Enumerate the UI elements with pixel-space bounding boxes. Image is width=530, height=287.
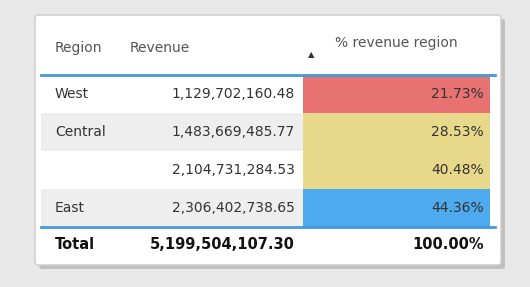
Bar [41, 189, 303, 227]
Bar [303, 151, 490, 189]
Text: East: East [55, 201, 85, 215]
Text: 40.48%: 40.48% [431, 163, 484, 177]
Text: 44.36%: 44.36% [431, 201, 484, 215]
Text: Region: Region [55, 41, 102, 55]
Text: Total: Total [55, 237, 95, 252]
FancyBboxPatch shape [39, 19, 505, 269]
FancyBboxPatch shape [35, 15, 501, 265]
Bar [41, 75, 303, 113]
Bar [41, 151, 303, 189]
Text: West: West [55, 87, 89, 101]
Bar [41, 113, 303, 151]
Text: 5,199,504,107.30: 5,199,504,107.30 [150, 237, 295, 252]
Bar [303, 75, 490, 113]
Text: 2,306,402,738.65: 2,306,402,738.65 [172, 201, 295, 215]
Text: 1,129,702,160.48: 1,129,702,160.48 [172, 87, 295, 101]
Text: 2,104,731,284.53: 2,104,731,284.53 [172, 163, 295, 177]
Bar [303, 189, 490, 227]
Text: 21.73%: 21.73% [431, 87, 484, 101]
Bar [303, 113, 490, 151]
Text: Revenue: Revenue [130, 41, 190, 55]
Text: ▲: ▲ [308, 51, 314, 59]
Text: % revenue region: % revenue region [335, 36, 458, 50]
Text: 28.53%: 28.53% [431, 125, 484, 139]
Text: Central: Central [55, 125, 106, 139]
Text: 100.00%: 100.00% [412, 237, 484, 252]
Text: 1,483,669,485.77: 1,483,669,485.77 [172, 125, 295, 139]
